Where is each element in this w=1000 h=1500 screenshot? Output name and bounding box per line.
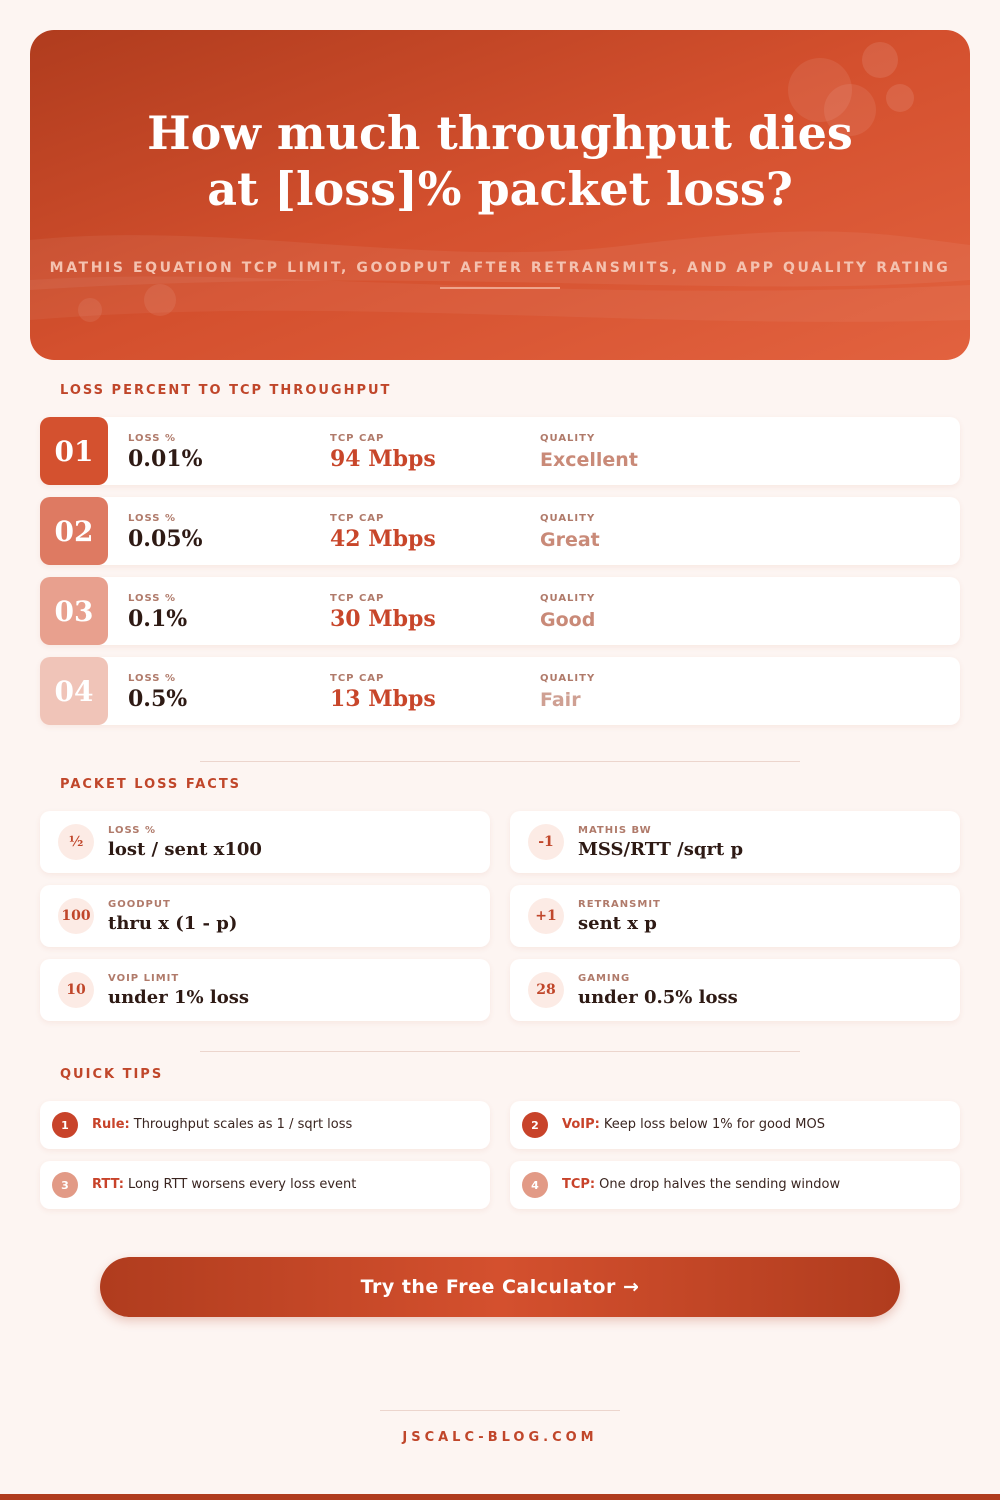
tip-key: RTT: bbox=[92, 1177, 124, 1192]
cap-value: 42 Mbps bbox=[330, 526, 436, 552]
loss-label: LOSS % bbox=[128, 593, 176, 604]
table-row: 04 LOSS % 0.5% TCP CAP 13 Mbps QUALITY Fair bbox=[40, 657, 960, 725]
fact-card: ½ LOSS % lost / sent x100 bbox=[40, 811, 490, 873]
loss-value: 0.01% bbox=[128, 446, 203, 472]
loss-value: 0.5% bbox=[128, 686, 188, 712]
fact-text: MSS/RTT /sqrt p bbox=[578, 839, 744, 860]
divider bbox=[200, 1051, 800, 1052]
title: at [loss]% packet loss? bbox=[207, 162, 793, 216]
cap-label: TCP CAP bbox=[330, 673, 385, 684]
tip-key: VoIP: bbox=[562, 1117, 600, 1132]
fact-label: GAMING bbox=[578, 973, 631, 984]
loss-label: LOSS % bbox=[128, 513, 176, 524]
fact-label: GOODPUT bbox=[108, 899, 171, 910]
quality-value: Excellent bbox=[540, 449, 638, 471]
divider bbox=[380, 1410, 620, 1411]
tip-card: 3 RTT: Long RTT worsens every loss event bbox=[40, 1161, 490, 1209]
fact-label: LOSS % bbox=[108, 825, 156, 836]
tip-text: Keep loss below 1% for good MOS bbox=[603, 1117, 825, 1132]
divider bbox=[200, 761, 800, 762]
fact-card: 10 VOIP LIMIT under 1% loss bbox=[40, 959, 490, 1021]
quality-label: QUALITY bbox=[540, 513, 596, 524]
loss-value: 0.1% bbox=[128, 606, 188, 632]
tip-key: Rule: bbox=[92, 1117, 130, 1132]
loss-value: 0.05% bbox=[128, 526, 203, 552]
footer: JSCALC-BLOG.COM bbox=[402, 1430, 598, 1445]
cap-value: 13 Mbps bbox=[330, 686, 436, 712]
fact-icon: 10 bbox=[58, 972, 94, 1008]
fact-icon: 100 bbox=[58, 898, 94, 934]
cap-label: TCP CAP bbox=[330, 593, 385, 604]
table-row: 03 LOSS % 0.1% TCP CAP 30 Mbps QUALITY Good bbox=[40, 577, 960, 645]
tip-text: Long RTT worsens every loss event bbox=[127, 1177, 357, 1192]
fact-text: thru x (1 - p) bbox=[108, 913, 238, 934]
tip-key: TCP: bbox=[562, 1177, 596, 1192]
tip-line: TCP: One drop halves the sending window bbox=[562, 1177, 840, 1192]
fact-icon: ½ bbox=[58, 824, 94, 860]
fact-label: VOIP LIMIT bbox=[108, 973, 180, 984]
table-row: 01 LOSS % 0.01% TCP CAP 94 Mbps QUALITY Excell… bbox=[40, 417, 960, 485]
tip-number: 3 bbox=[52, 1172, 78, 1198]
tip-text: One drop halves the sending window bbox=[599, 1177, 841, 1192]
quality-value: Great bbox=[540, 529, 600, 551]
section-heading: PACKET LOSS FACTS bbox=[60, 777, 242, 792]
fact-card: -1 MATHIS BW MSS/RTT /sqrt p bbox=[510, 811, 960, 873]
section-heading: QUICK TIPS bbox=[60, 1067, 164, 1082]
quality-label: QUALITY bbox=[540, 593, 596, 604]
loss-label: LOSS % bbox=[128, 433, 176, 444]
title: How much throughput dies bbox=[147, 106, 853, 160]
cap-value: 30 Mbps bbox=[330, 606, 436, 632]
row-index: 03 bbox=[40, 577, 108, 645]
cap-value: 94 Mbps bbox=[330, 446, 436, 472]
tip-line: VoIP: Keep loss below 1% for good MOS bbox=[562, 1117, 825, 1132]
cap-label: TCP CAP bbox=[330, 433, 385, 444]
tip-number: 1 bbox=[52, 1112, 78, 1138]
hero: How much throughput dies at [loss]% pack… bbox=[30, 30, 970, 360]
fact-text: under 1% loss bbox=[108, 987, 249, 1008]
bottom-bar bbox=[0, 1494, 1000, 1500]
tip-card: 2 VoIP: Keep loss below 1% for good MOS bbox=[510, 1101, 960, 1149]
section-heading: LOSS PERCENT TO TCP THROUGHPUT bbox=[60, 383, 392, 398]
fact-text: lost / sent x100 bbox=[108, 839, 262, 860]
fact-card: 28 GAMING under 0.5% loss bbox=[510, 959, 960, 1021]
fact-icon: -1 bbox=[528, 824, 564, 860]
tip-card: 4 TCP: One drop halves the sending window bbox=[510, 1161, 960, 1209]
tip-text: Throughput scales as 1 / sqrt loss bbox=[133, 1117, 353, 1132]
fact-icon: 28 bbox=[528, 972, 564, 1008]
fact-label: RETRANSMIT bbox=[578, 899, 661, 910]
row-index: 02 bbox=[40, 497, 108, 565]
subtitle: MATHIS EQUATION TCP LIMIT, GOODPUT AFTER… bbox=[49, 260, 951, 276]
loss-label: LOSS % bbox=[128, 673, 176, 684]
row-index: 04 bbox=[40, 657, 108, 725]
fact-card: +1 RETRANSMIT sent x p bbox=[510, 885, 960, 947]
quality-label: QUALITY bbox=[540, 433, 596, 444]
row-index: 01 bbox=[40, 417, 108, 485]
fact-card: 100 GOODPUT thru x (1 - p) bbox=[40, 885, 490, 947]
quality-value: Fair bbox=[540, 689, 581, 711]
hero-decoration bbox=[30, 42, 970, 322]
quality-value: Good bbox=[540, 609, 596, 631]
fact-text: under 0.5% loss bbox=[578, 987, 738, 1008]
fact-text: sent x p bbox=[578, 913, 657, 934]
cap-label: TCP CAP bbox=[330, 513, 385, 524]
fact-icon: +1 bbox=[528, 898, 564, 934]
quality-label: QUALITY bbox=[540, 673, 596, 684]
table-row: 02 LOSS % 0.05% TCP CAP 42 Mbps QUALITY Great bbox=[40, 497, 960, 565]
tip-line: RTT: Long RTT worsens every loss event bbox=[92, 1177, 356, 1192]
tip-card: 1 Rule: Throughput scales as 1 / sqrt loss bbox=[40, 1101, 490, 1149]
fact-label: MATHIS BW bbox=[578, 825, 652, 836]
tip-number: 2 bbox=[522, 1112, 548, 1138]
cta-button[interactable]: Try the Free Calculator → bbox=[100, 1257, 900, 1317]
tip-line: Rule: Throughput scales as 1 / sqrt loss bbox=[92, 1117, 352, 1132]
tip-number: 4 bbox=[522, 1172, 548, 1198]
